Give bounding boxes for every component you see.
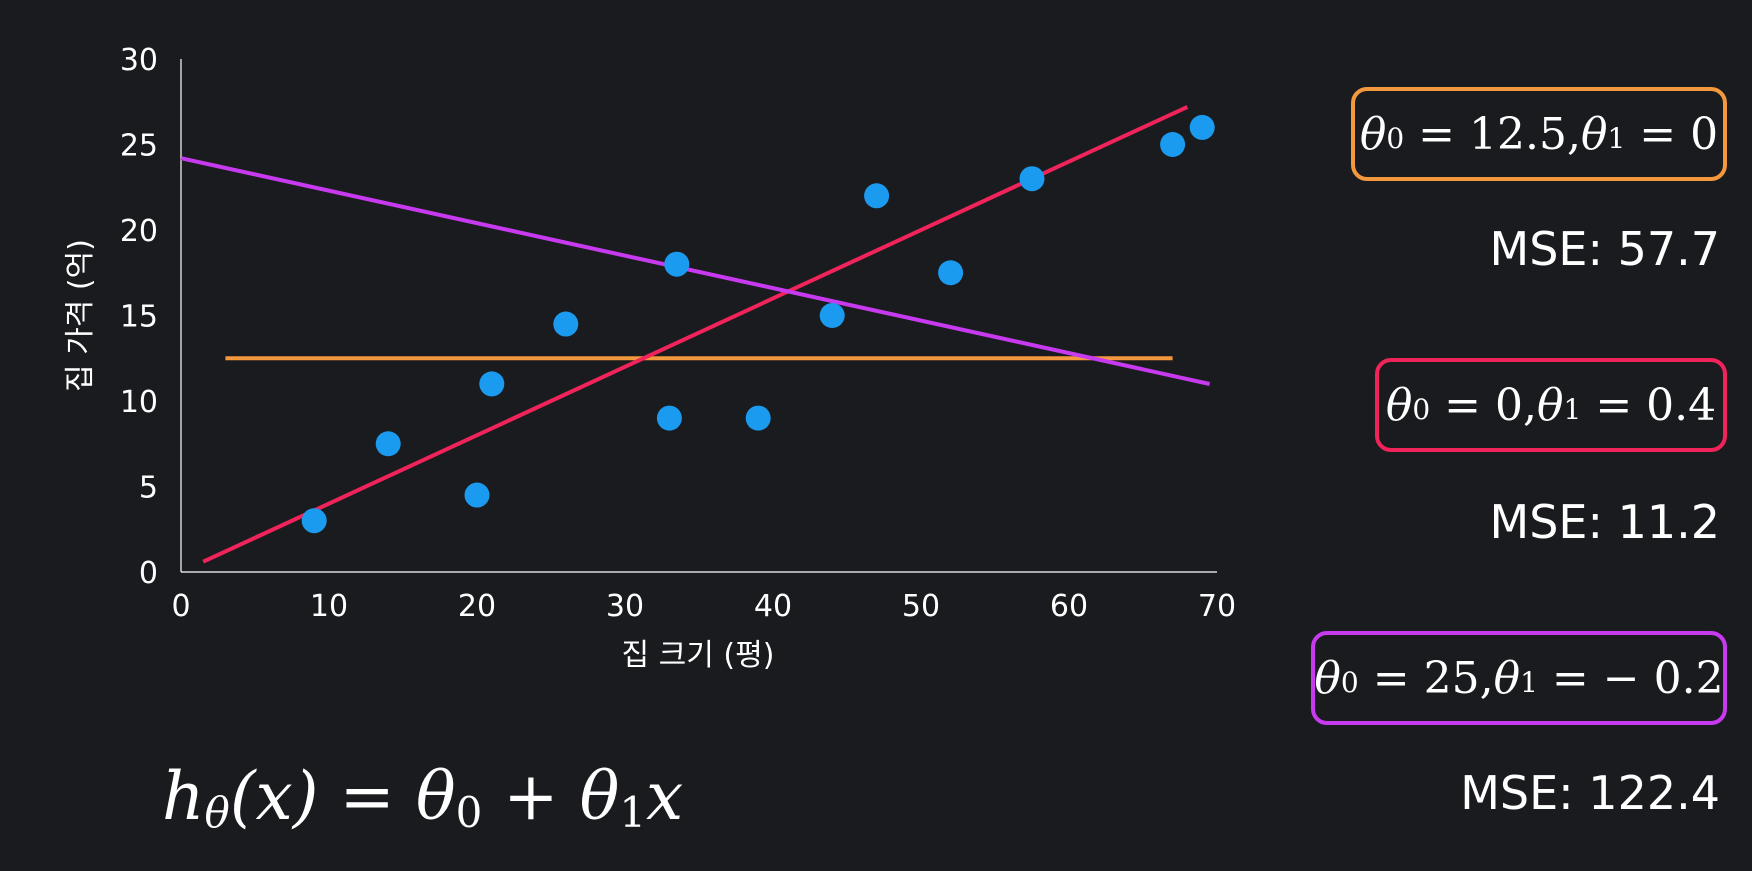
- x-axis-title: 집 크기 (평): [622, 638, 775, 673]
- data-point: [864, 183, 890, 209]
- data-point: [819, 303, 845, 328]
- x-tick-label: 30: [606, 589, 644, 624]
- chart-axes: [180, 59, 1217, 573]
- data-point: [656, 405, 682, 431]
- y-tick-label: 10: [120, 385, 158, 420]
- x-tick-label: 0: [171, 589, 190, 624]
- x-tick-label: 20: [458, 589, 496, 624]
- y-tick-label: 25: [120, 129, 158, 164]
- y-tick-label: 20: [120, 214, 158, 249]
- formula-sub1: 1: [619, 788, 647, 837]
- theta0-value: 25: [1423, 652, 1480, 704]
- data-point: [301, 508, 327, 534]
- formula-h: h: [162, 758, 205, 835]
- fit-lines: [180, 105, 1211, 564]
- data-point: [664, 251, 690, 277]
- data-point: [375, 431, 401, 457]
- hypothesis-formula: hθ(x) = θ0 + θ1x: [162, 758, 684, 837]
- theta0-value: 0: [1495, 379, 1523, 431]
- data-point: [1189, 114, 1215, 140]
- data-points: [301, 114, 1215, 534]
- y-tick-label: 0: [139, 556, 158, 591]
- model-orange-mse: MSE: 57.7: [1489, 222, 1721, 276]
- theta1-value: − 0.2: [1602, 652, 1724, 704]
- formula-plus: +: [482, 758, 580, 835]
- theta0-value: 12.5: [1469, 108, 1567, 160]
- data-point: [553, 311, 579, 337]
- data-point: [1160, 132, 1186, 157]
- theta1-value: 0.4: [1646, 379, 1717, 431]
- model-purple-mse: MSE: 122.4: [1460, 766, 1720, 820]
- y-axis-title: 집 가격 (억): [63, 239, 98, 392]
- data-point: [479, 371, 505, 397]
- x-tick-label: 70: [1198, 589, 1236, 624]
- formula-x: (x): [229, 758, 319, 835]
- formula-sub0: 0: [455, 788, 483, 837]
- y-tick-labels: 0 5 10 15 20 25 30: [120, 43, 158, 591]
- x-tick-label: 60: [1050, 589, 1088, 624]
- data-point: [745, 405, 771, 431]
- y-tick-label: 30: [120, 43, 158, 78]
- x-tick-label: 50: [902, 589, 940, 624]
- model-red-mse: MSE: 11.2: [1489, 495, 1721, 549]
- data-point: [938, 260, 964, 286]
- formula-equals: =: [318, 758, 416, 835]
- formula-x2: x: [646, 758, 684, 835]
- x-tick-label: 10: [310, 589, 348, 624]
- y-tick-label: 5: [139, 471, 158, 506]
- y-tick-label: 15: [120, 300, 158, 335]
- data-point: [1019, 166, 1045, 192]
- x-tick-label: 40: [754, 589, 792, 624]
- theta1-value: 0: [1690, 108, 1719, 160]
- x-tick-labels: 0 10 20 30 40 50 60 70: [171, 589, 1236, 624]
- formula-theta-sub: θ: [204, 788, 230, 837]
- data-point: [464, 482, 490, 508]
- formula-theta0: θ: [415, 758, 456, 835]
- fit-line: [180, 156, 1211, 386]
- formula-theta1: θ: [579, 758, 620, 835]
